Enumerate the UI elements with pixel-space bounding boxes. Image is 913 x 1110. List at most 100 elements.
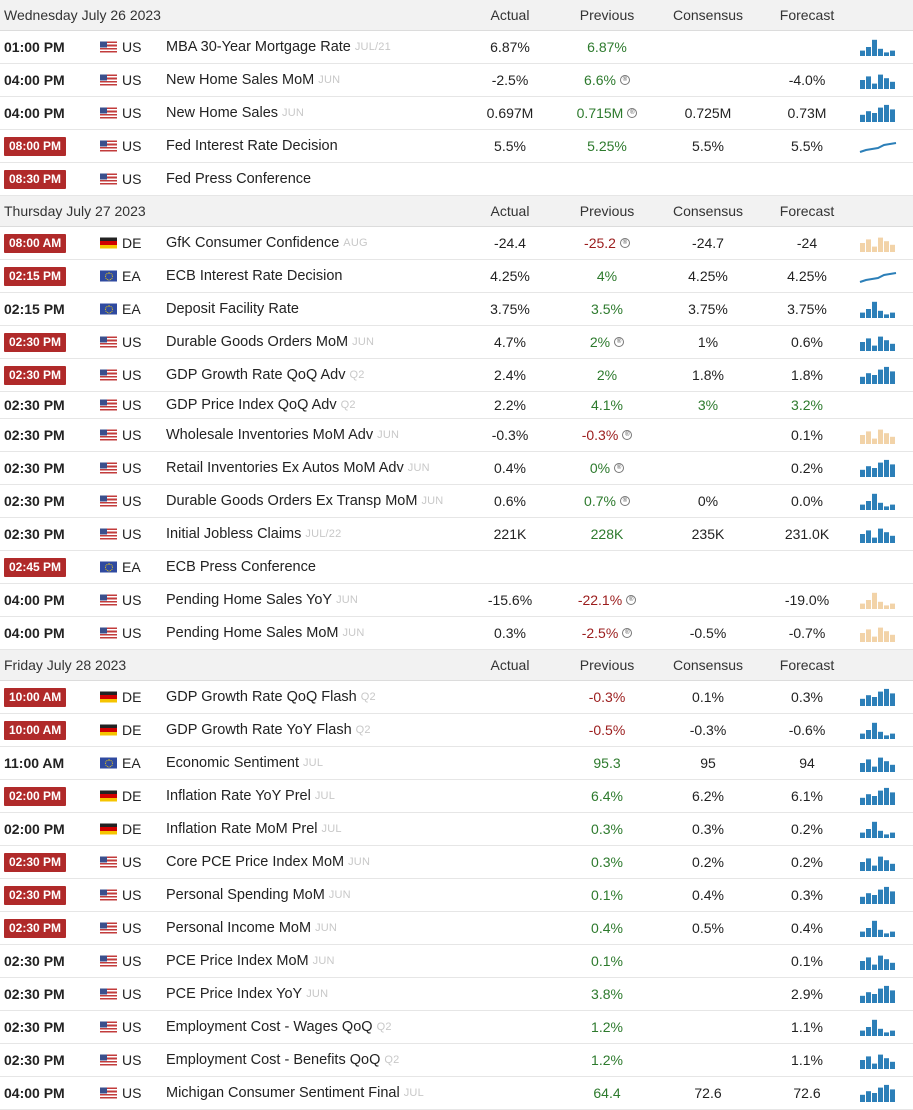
event-row[interactable]: 02:30 PM US GDP Growth Rate QoQ Adv Q2 2.4% 2… bbox=[0, 359, 913, 392]
event-name-link[interactable]: GDP Growth Rate QoQ Flash Q2 bbox=[166, 681, 376, 713]
event-row[interactable]: 02:30 PM US Personal Spending MoM JUN 0.1% 0.… bbox=[0, 879, 913, 912]
sparkline-chart[interactable] bbox=[858, 1083, 898, 1103]
sparkline-chart[interactable] bbox=[858, 425, 898, 445]
event-row[interactable]: 10:00 AM DE GDP Growth Rate YoY Flash Q2 -0.… bbox=[0, 714, 913, 747]
event-name-link[interactable]: Pending Home Sales YoY JUN bbox=[166, 584, 358, 616]
sparkline-chart[interactable] bbox=[858, 70, 898, 90]
sparkline-chart[interactable] bbox=[858, 103, 898, 123]
event-row[interactable]: 02:30 PM US PCE Price Index MoM JUN 0.1% 0.1% bbox=[0, 945, 913, 978]
event-row[interactable]: 02:45 PM EA ECB Press Conference bbox=[0, 551, 913, 584]
event-row[interactable]: 02:15 PM EA ECB Interest Rate Decision 4.25… bbox=[0, 260, 913, 293]
sparkline-bar bbox=[872, 375, 877, 384]
event-name-link[interactable]: GDP Growth Rate YoY Flash Q2 bbox=[166, 714, 371, 746]
event-name-link[interactable]: Inflation Rate YoY Prel JUL bbox=[166, 780, 335, 812]
event-name-link[interactable]: GfK Consumer Confidence AUG bbox=[166, 227, 368, 259]
event-name-link[interactable]: Initial Jobless Claims JUL/22 bbox=[166, 518, 341, 550]
event-row[interactable]: 11:00 AM EA Economic Sentiment JUL 95.3 95 94 bbox=[0, 747, 913, 780]
sparkline-bar bbox=[878, 1087, 883, 1102]
sparkline-chart[interactable] bbox=[858, 299, 898, 319]
event-name-link[interactable]: New Home Sales JUN bbox=[166, 97, 304, 129]
actual-value: 0.6% bbox=[494, 493, 526, 509]
event-name-link[interactable]: Durable Goods Orders MoM JUN bbox=[166, 326, 374, 358]
sparkline-chart[interactable] bbox=[858, 753, 898, 773]
sparkline-chart[interactable] bbox=[858, 984, 898, 1004]
event-name-link[interactable]: ECB Press Conference bbox=[166, 551, 316, 583]
event-row[interactable]: 02:30 PM US GDP Price Index QoQ Adv Q2 2.2% 4… bbox=[0, 392, 913, 419]
event-name-link[interactable]: Core PCE Price Index MoM JUN bbox=[166, 846, 370, 878]
forecast-value: 0.4% bbox=[791, 920, 823, 936]
sparkline-chart[interactable] bbox=[858, 918, 898, 938]
event-row[interactable]: 02:30 PM US Personal Income MoM JUN 0.4% 0.5%… bbox=[0, 912, 913, 945]
event-row[interactable]: 08:30 PM US Fed Press Conference bbox=[0, 163, 913, 196]
sparkline-chart[interactable] bbox=[858, 37, 898, 57]
consensus-value bbox=[653, 1011, 763, 1043]
sparkline-chart[interactable] bbox=[858, 1017, 898, 1037]
sparkline-chart[interactable] bbox=[858, 590, 898, 610]
event-row[interactable]: 02:30 PM US Durable Goods Orders Ex Transp… bbox=[0, 485, 913, 518]
event-name-link[interactable]: MBA 30-Year Mortgage Rate JUL/21 bbox=[166, 31, 391, 63]
event-row[interactable]: 02:00 PM DE Inflation Rate YoY Prel JUL 6.4%… bbox=[0, 780, 913, 813]
sparkline-chart[interactable] bbox=[858, 951, 898, 971]
event-name-link[interactable]: Pending Home Sales MoM JUN bbox=[166, 617, 364, 649]
sparkline-bar bbox=[884, 787, 889, 805]
event-name-link[interactable]: Fed Press Conference bbox=[166, 163, 311, 195]
sparkline-chart[interactable] bbox=[858, 885, 898, 905]
sparkline-chart[interactable] bbox=[858, 365, 898, 385]
sparkline-bar bbox=[884, 52, 889, 56]
event-name-link[interactable]: ECB Interest Rate Decision bbox=[166, 260, 343, 292]
event-name-link[interactable]: Personal Spending MoM JUN bbox=[166, 879, 351, 911]
event-row[interactable]: 08:00 AM DE GfK Consumer Confidence AUG -24.… bbox=[0, 227, 913, 260]
sparkline-chart[interactable] bbox=[858, 332, 898, 352]
event-name-link[interactable]: PCE Price Index MoM JUN bbox=[166, 945, 335, 977]
event-name-link[interactable]: GDP Growth Rate QoQ Adv Q2 bbox=[166, 359, 365, 391]
event-name-link[interactable]: Employment Cost - Benefits QoQ Q2 bbox=[166, 1044, 399, 1076]
event-name: Inflation Rate MoM Prel bbox=[166, 821, 318, 837]
event-name-link[interactable]: PCE Price Index YoY JUN bbox=[166, 978, 328, 1010]
sparkline-chart[interactable] bbox=[858, 458, 898, 478]
event-name-link[interactable]: Wholesale Inventories MoM Adv JUN bbox=[166, 419, 399, 451]
sparkline-chart[interactable] bbox=[858, 491, 898, 511]
event-name-link[interactable]: GDP Price Index QoQ Adv Q2 bbox=[166, 392, 356, 418]
event-row[interactable]: 02:30 PM US Retail Inventories Ex Autos Mo… bbox=[0, 452, 913, 485]
event-row[interactable]: 02:30 PM US Employment Cost - Benefits QoQ… bbox=[0, 1044, 913, 1077]
event-row[interactable]: 08:00 PM US Fed Interest Rate Decision 5.5%… bbox=[0, 130, 913, 163]
event-row[interactable]: 04:00 PM US Pending Home Sales YoY JUN -15.6… bbox=[0, 584, 913, 617]
sparkline-chart[interactable] bbox=[858, 786, 898, 806]
event-row[interactable]: 02:30 PM US Wholesale Inventories MoM Adv J… bbox=[0, 419, 913, 452]
sparkline-chart[interactable] bbox=[858, 720, 898, 740]
event-row[interactable]: 04:00 PM US New Home Sales JUN 0.697M 0.715M ®… bbox=[0, 97, 913, 130]
sparkline-chart[interactable] bbox=[858, 852, 898, 872]
event-row[interactable]: 02:00 PM DE Inflation Rate MoM Prel JUL 0.3%… bbox=[0, 813, 913, 846]
event-name-link[interactable]: Deposit Facility Rate bbox=[166, 293, 299, 325]
event-name-link[interactable]: Fed Interest Rate Decision bbox=[166, 130, 338, 162]
event-row[interactable]: 02:30 PM US Core PCE Price Index MoM JUN 0.3… bbox=[0, 846, 913, 879]
sparkline-chart[interactable] bbox=[858, 136, 898, 156]
event-name-link[interactable]: Inflation Rate MoM Prel JUL bbox=[166, 813, 342, 845]
sparkline-chart[interactable] bbox=[858, 266, 898, 286]
sparkline-svg bbox=[859, 272, 897, 283]
sparkline-chart[interactable] bbox=[858, 1050, 898, 1070]
event-name-link[interactable]: Employment Cost - Wages QoQ Q2 bbox=[166, 1011, 392, 1043]
sparkline-bar bbox=[878, 502, 883, 510]
forecast-value: 231.0K bbox=[784, 526, 830, 542]
event-row[interactable]: 02:30 PM US PCE Price Index YoY JUN 3.8% 2.9% bbox=[0, 978, 913, 1011]
event-name-link[interactable]: Economic Sentiment JUL bbox=[166, 747, 323, 779]
event-name-link[interactable]: New Home Sales MoM JUN bbox=[166, 64, 340, 96]
event-name-link[interactable]: Retail Inventories Ex Autos MoM Adv JUN bbox=[166, 452, 430, 484]
sparkline-chart[interactable] bbox=[858, 233, 898, 253]
sparkline-chart[interactable] bbox=[858, 623, 898, 643]
event-row[interactable]: 02:30 PM US Durable Goods Orders MoM JUN 4.7… bbox=[0, 326, 913, 359]
event-name-link[interactable]: Personal Income MoM JUN bbox=[166, 912, 337, 944]
event-row[interactable]: 02:15 PM EA Deposit Facility Rate 3.75% 3.5%… bbox=[0, 293, 913, 326]
event-row[interactable]: 04:00 PM US Pending Home Sales MoM JUN 0.3% -… bbox=[0, 617, 913, 650]
sparkline-chart[interactable] bbox=[858, 687, 898, 707]
event-name-link[interactable]: Durable Goods Orders Ex Transp MoM JUN bbox=[166, 485, 443, 517]
event-row[interactable]: 04:00 PM US New Home Sales MoM JUN -2.5% 6.6%… bbox=[0, 64, 913, 97]
sparkline-chart[interactable] bbox=[858, 819, 898, 839]
event-row[interactable]: 10:00 AM DE GDP Growth Rate QoQ Flash Q2 -0.… bbox=[0, 681, 913, 714]
event-row[interactable]: 02:30 PM US Initial Jobless Claims JUL/22 22… bbox=[0, 518, 913, 551]
col-header-actual: Actual bbox=[490, 203, 530, 219]
event-row[interactable]: 01:00 PM US MBA 30-Year Mortgage Rate JUL/2… bbox=[0, 31, 913, 64]
event-row[interactable]: 02:30 PM US Employment Cost - Wages QoQ Q2 1… bbox=[0, 1011, 913, 1044]
sparkline-chart[interactable] bbox=[858, 524, 898, 544]
